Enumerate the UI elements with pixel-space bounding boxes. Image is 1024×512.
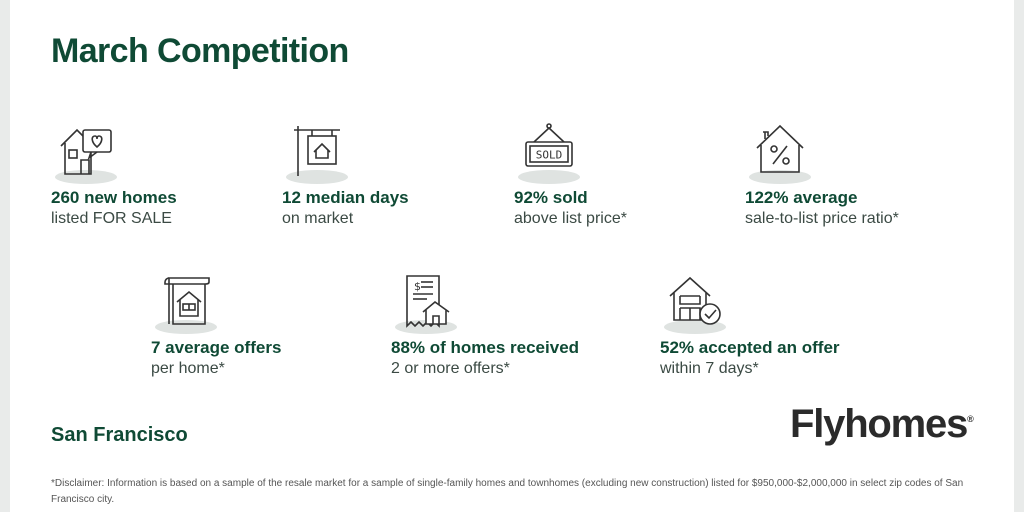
stat-caption: sale-to-list price ratio* (745, 210, 899, 227)
house-heart-icon (51, 122, 121, 184)
svg-text:$: $ (414, 280, 421, 293)
stat-accepted-offer: 52% accepted an offer within 7 days* (660, 272, 900, 378)
city-label: San Francisco (51, 424, 188, 446)
stat-median-days: 12 median days on market (282, 122, 522, 228)
stat-value: 122% average (745, 188, 858, 207)
flyhomes-logo: Flyhomes® (790, 402, 974, 447)
infographic-card: March Competition 260 new homes listed F… (10, 0, 1014, 512)
page-title: March Competition (51, 32, 349, 70)
stat-price-ratio: 122% average sale-to-list price ratio* (745, 122, 985, 228)
house-percent-icon (745, 122, 815, 184)
house-sign-icon (282, 122, 352, 184)
stat-caption: listed FOR SALE (51, 210, 172, 227)
stat-average-offers: 7 average offers per home* (151, 272, 391, 378)
stat-value: 12 median days (282, 188, 409, 207)
receipt-house-icon: $ (391, 272, 461, 334)
stat-value: 92% sold (514, 188, 588, 207)
stat-value: 88% of homes received (391, 338, 580, 357)
stat-caption: per home* (151, 360, 225, 377)
sold-sign-icon: SOLD (514, 122, 584, 184)
stat-new-homes: 260 new homes listed FOR SALE (51, 122, 291, 228)
stat-multiple-offers: $ 88% of homes received 2 or more offers… (391, 272, 631, 378)
disclaimer: *Disclaimer: Information is based on a s… (51, 478, 964, 505)
house-document-icon (151, 272, 221, 334)
stat-caption: within 7 days* (660, 360, 759, 377)
stat-caption: on market (282, 210, 354, 227)
stat-value: 52% accepted an offer (660, 338, 840, 357)
stat-value: 7 average offers (151, 338, 282, 357)
stat-caption: above list price* (514, 210, 627, 227)
stat-sold-above: SOLD 92% sold above list price* (514, 122, 754, 228)
stat-caption: 2 or more offers* (391, 360, 510, 377)
brand-name: Flyhomes (790, 402, 968, 446)
house-check-icon (660, 272, 730, 334)
registered-mark: ® (967, 414, 974, 424)
sold-sign-text: SOLD (536, 149, 563, 162)
stat-value: 260 new homes (51, 188, 177, 207)
